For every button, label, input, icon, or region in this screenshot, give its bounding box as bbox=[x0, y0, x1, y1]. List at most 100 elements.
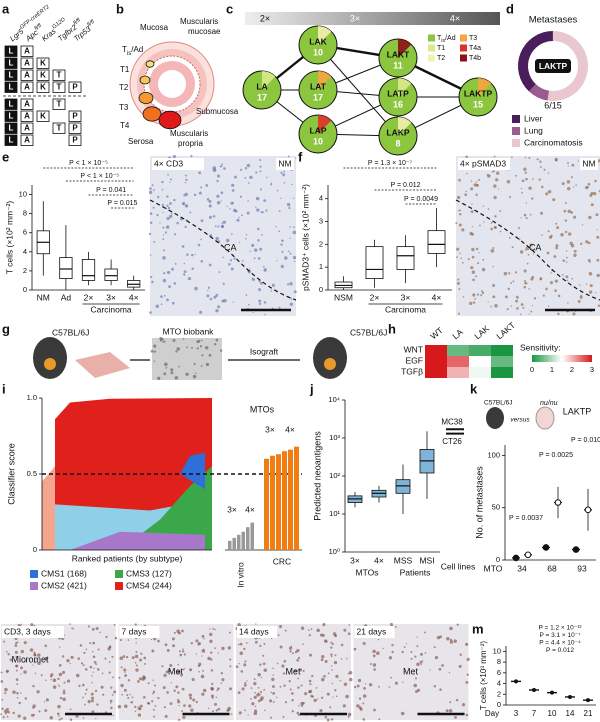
cell bbox=[286, 202, 291, 207]
mouse bbox=[535, 406, 555, 430]
cell bbox=[260, 676, 263, 679]
cell bbox=[1, 707, 4, 710]
cell bbox=[457, 278, 460, 281]
box bbox=[365, 246, 384, 279]
cell bbox=[15, 642, 18, 645]
cell bbox=[257, 692, 260, 695]
allele: L bbox=[9, 124, 14, 133]
y-tick-label: 10⁴ bbox=[328, 395, 340, 404]
cell bbox=[182, 668, 185, 671]
cell bbox=[215, 338, 219, 342]
p-value: P = 0.012 bbox=[390, 182, 420, 189]
cell bbox=[334, 634, 337, 638]
x-tick-label: 3× bbox=[401, 292, 411, 302]
y-tick-label: 10⁰ bbox=[329, 547, 340, 556]
cell bbox=[519, 313, 522, 316]
cell bbox=[230, 713, 233, 715]
cell bbox=[91, 696, 95, 700]
cell bbox=[421, 660, 424, 662]
cell bbox=[169, 663, 173, 668]
cell bbox=[197, 339, 201, 343]
cell bbox=[348, 624, 351, 626]
cell bbox=[283, 660, 287, 663]
cell bbox=[43, 701, 46, 703]
cell bbox=[231, 183, 235, 187]
cell bbox=[123, 668, 127, 672]
cell bbox=[523, 279, 527, 282]
stage-label: Tis/Ad bbox=[122, 45, 143, 56]
node-wedge bbox=[262, 71, 276, 90]
cell bbox=[289, 282, 293, 286]
cell bbox=[168, 285, 171, 289]
cell bbox=[211, 682, 214, 686]
cell bbox=[177, 700, 181, 704]
cell bbox=[255, 171, 258, 174]
cell bbox=[282, 715, 285, 718]
cell bbox=[182, 648, 184, 650]
cell bbox=[390, 676, 393, 679]
legend-swatch bbox=[460, 34, 467, 42]
cell bbox=[572, 312, 576, 316]
cell bbox=[515, 174, 518, 177]
cell bbox=[539, 211, 544, 215]
cell bbox=[183, 667, 185, 670]
cell bbox=[221, 222, 224, 224]
allele-box bbox=[68, 81, 82, 93]
cell bbox=[101, 672, 104, 675]
allele-box bbox=[4, 57, 18, 69]
cell bbox=[546, 251, 550, 255]
cell bbox=[123, 688, 127, 692]
allele-box bbox=[20, 134, 34, 146]
cell bbox=[266, 176, 268, 179]
legend-label: Tis/Ad bbox=[437, 35, 456, 45]
cell bbox=[162, 234, 165, 236]
cell bbox=[109, 699, 113, 703]
cell bbox=[119, 656, 124, 661]
cell bbox=[232, 201, 234, 204]
allele-box bbox=[20, 122, 34, 134]
cell bbox=[50, 673, 54, 677]
cell bbox=[280, 171, 283, 174]
cell bbox=[110, 686, 113, 689]
cell bbox=[530, 310, 533, 313]
cell bbox=[524, 282, 527, 285]
y-axis-label: T cells (×10² mm⁻²) bbox=[4, 201, 14, 275]
cell bbox=[223, 167, 226, 170]
cell bbox=[271, 283, 275, 287]
cell bbox=[438, 667, 442, 671]
cell bbox=[149, 212, 153, 215]
image-label: 21 days bbox=[357, 626, 387, 636]
heat-cell bbox=[491, 367, 513, 378]
cell bbox=[16, 696, 19, 699]
allele-box bbox=[68, 134, 82, 146]
cell bbox=[469, 301, 473, 306]
cell bbox=[455, 698, 459, 702]
strain-label: C57BL/6J bbox=[52, 327, 89, 337]
y-tick-label: 8 bbox=[23, 209, 27, 218]
cell bbox=[414, 655, 417, 658]
allele-box bbox=[4, 110, 18, 122]
cell bbox=[557, 312, 560, 316]
cell bbox=[364, 683, 367, 685]
cell bbox=[246, 163, 251, 168]
allele-box bbox=[36, 69, 50, 81]
allele: L bbox=[9, 71, 14, 80]
cell bbox=[466, 657, 470, 662]
cell bbox=[216, 200, 221, 205]
cell bbox=[573, 253, 577, 257]
cell bbox=[109, 646, 111, 649]
cell bbox=[269, 699, 273, 703]
cell bbox=[63, 681, 66, 684]
heat-cell bbox=[469, 367, 491, 378]
mean-dot bbox=[542, 544, 550, 551]
cell bbox=[331, 642, 334, 646]
cell bbox=[575, 184, 577, 186]
cell bbox=[308, 679, 312, 683]
allele: A bbox=[24, 136, 30, 145]
cell bbox=[161, 665, 164, 668]
cell bbox=[34, 672, 37, 675]
cell bbox=[542, 294, 545, 297]
cell bbox=[215, 709, 219, 712]
cell bbox=[291, 692, 294, 695]
cell bbox=[347, 672, 350, 675]
